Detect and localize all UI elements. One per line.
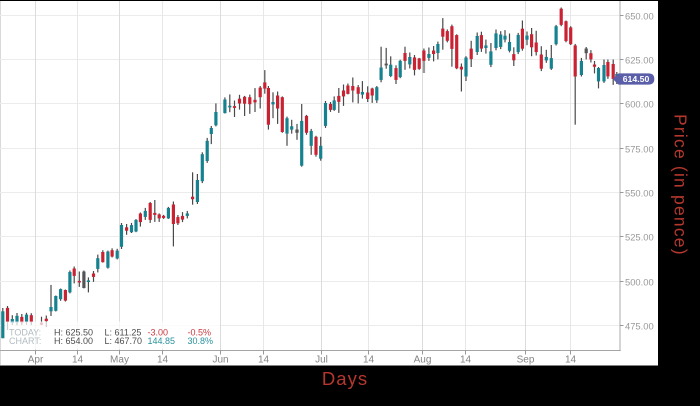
- svg-text:14: 14: [460, 355, 472, 366]
- svg-text:14: 14: [157, 355, 169, 366]
- svg-text:May: May: [110, 355, 129, 366]
- svg-text:14: 14: [258, 355, 270, 366]
- svg-text:-3.00: -3.00: [148, 327, 169, 337]
- svg-text:Sep: Sep: [517, 355, 535, 366]
- svg-text:L: 467.70: L: 467.70: [105, 336, 143, 346]
- svg-text:Jul: Jul: [315, 355, 328, 366]
- svg-text:H: 625.50: H: 625.50: [54, 327, 93, 337]
- svg-text:525.00: 525.00: [625, 231, 654, 242]
- svg-text:625.00: 625.00: [625, 54, 654, 65]
- svg-text:H: 654.00: H: 654.00: [54, 336, 93, 346]
- svg-text:650.00: 650.00: [625, 10, 654, 21]
- svg-text:-0.5%: -0.5%: [188, 327, 212, 337]
- svg-text:575.00: 575.00: [625, 143, 654, 154]
- svg-text:CHART:: CHART:: [9, 336, 41, 346]
- svg-text:550.00: 550.00: [625, 187, 654, 198]
- svg-text:600.00: 600.00: [625, 98, 654, 109]
- svg-text:144.85: 144.85: [148, 336, 176, 346]
- svg-text:Days: Days: [322, 368, 368, 389]
- svg-text:500.00: 500.00: [625, 276, 654, 287]
- svg-text:14: 14: [72, 355, 84, 366]
- svg-text:614.50: 614.50: [623, 74, 650, 84]
- svg-text:475.00: 475.00: [625, 320, 654, 331]
- svg-text:Apr: Apr: [28, 355, 44, 366]
- svg-text:14: 14: [565, 355, 577, 366]
- svg-text:L: 611.25: L: 611.25: [105, 327, 142, 337]
- svg-text:Aug: Aug: [414, 355, 432, 366]
- svg-text:TODAY:: TODAY:: [9, 327, 41, 337]
- svg-text:30.8%: 30.8%: [188, 336, 214, 346]
- svg-text:14: 14: [363, 355, 375, 366]
- svg-text:Jun: Jun: [212, 355, 228, 366]
- svg-text:Price (in pence): Price (in pence): [671, 114, 691, 256]
